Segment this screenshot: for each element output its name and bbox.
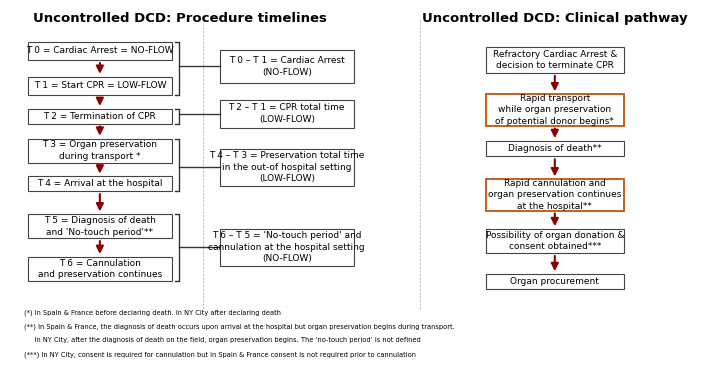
Text: Uncontrolled DCD: Procedure timelines: Uncontrolled DCD: Procedure timelines	[33, 12, 327, 25]
Text: Uncontrolled DCD: Clinical pathway: Uncontrolled DCD: Clinical pathway	[422, 12, 687, 25]
FancyBboxPatch shape	[28, 42, 172, 60]
FancyBboxPatch shape	[486, 94, 623, 126]
FancyBboxPatch shape	[486, 229, 623, 253]
FancyBboxPatch shape	[28, 214, 172, 238]
Text: T 3 = Organ preservation
during transport *: T 3 = Organ preservation during transpor…	[42, 140, 157, 161]
Text: (***) In NY City, consent is required for cannulation but in Spain & France cons: (***) In NY City, consent is required fo…	[24, 351, 416, 358]
FancyBboxPatch shape	[28, 109, 172, 124]
Text: Refractory Cardiac Arrest &
decision to terminate CPR: Refractory Cardiac Arrest & decision to …	[493, 50, 617, 70]
Text: T 2 – T 1 = CPR total time
(LOW-FLOW): T 2 – T 1 = CPR total time (LOW-FLOW)	[229, 104, 345, 124]
FancyBboxPatch shape	[220, 149, 354, 186]
FancyBboxPatch shape	[28, 176, 172, 191]
Text: Diagnosis of death**: Diagnosis of death**	[508, 144, 602, 153]
Text: T 4 – T 3 = Preservation total time
in the out-of hospital setting
(LOW-FLOW): T 4 – T 3 = Preservation total time in t…	[209, 151, 365, 183]
FancyBboxPatch shape	[486, 274, 623, 290]
FancyBboxPatch shape	[28, 257, 172, 281]
FancyBboxPatch shape	[28, 138, 172, 163]
Text: (*) In Spain & France before declaring death. In NY City after declaring death: (*) In Spain & France before declaring d…	[24, 309, 281, 316]
Text: T 6 = Cannulation
and preservation continues: T 6 = Cannulation and preservation conti…	[37, 258, 162, 279]
Text: T 0 – T 1 = Cardiac Arrest
(NO-FLOW): T 0 – T 1 = Cardiac Arrest (NO-FLOW)	[229, 56, 344, 76]
Text: Possibility of organ donation &
consent obtained***: Possibility of organ donation & consent …	[485, 231, 624, 251]
Text: (**) In Spain & France, the diagnosis of death occurs upon arrival at the hospit: (**) In Spain & France, the diagnosis of…	[24, 324, 455, 330]
Text: T 6 – T 5 = 'No-touch period' and
cannulation at the hospital setting
(NO-FLOW): T 6 – T 5 = 'No-touch period' and cannul…	[209, 231, 365, 263]
Text: Rapid cannulation and
organ preservation continues
at the hospital**: Rapid cannulation and organ preservation…	[488, 179, 621, 211]
FancyBboxPatch shape	[486, 179, 623, 211]
Text: T 5 = Diagnosis of death
and 'No-touch period'**: T 5 = Diagnosis of death and 'No-touch p…	[44, 216, 156, 237]
FancyBboxPatch shape	[220, 229, 354, 266]
FancyBboxPatch shape	[220, 100, 354, 128]
FancyBboxPatch shape	[28, 76, 172, 95]
Text: T 4 = Arrival at the hospital: T 4 = Arrival at the hospital	[37, 179, 162, 188]
Text: Rapid transport
while organ preservation
of potential donor begins*: Rapid transport while organ preservation…	[495, 94, 614, 126]
FancyBboxPatch shape	[486, 47, 623, 73]
Text: Organ procurement: Organ procurement	[510, 277, 599, 286]
FancyBboxPatch shape	[220, 50, 354, 82]
FancyBboxPatch shape	[486, 141, 623, 156]
Text: In NY City, after the diagnosis of death on the field, organ preservation begins: In NY City, after the diagnosis of death…	[24, 338, 421, 344]
Text: T 0 = Cardiac Arrest = NO-FLOW: T 0 = Cardiac Arrest = NO-FLOW	[26, 46, 174, 55]
Text: T 1 = Start CPR = LOW-FLOW: T 1 = Start CPR = LOW-FLOW	[34, 81, 166, 90]
Text: T 2 = Termination of CPR: T 2 = Termination of CPR	[43, 112, 156, 121]
